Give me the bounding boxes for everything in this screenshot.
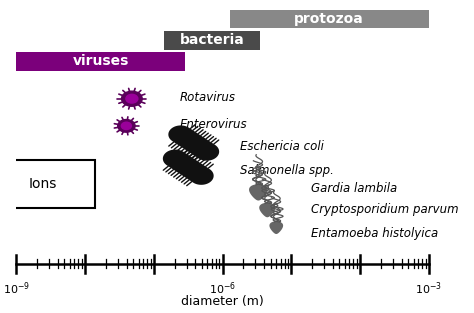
Circle shape	[126, 94, 138, 103]
Text: $10^{-6}$: $10^{-6}$	[209, 280, 236, 297]
Bar	[229, 10, 429, 28]
Text: Entamoeba histolyica: Entamoeba histolyica	[310, 227, 438, 240]
Text: $10^{-9}$: $10^{-9}$	[3, 280, 30, 297]
Circle shape	[118, 120, 135, 132]
Polygon shape	[259, 203, 275, 217]
Text: Enterovirus: Enterovirus	[180, 118, 247, 131]
Text: Eschericia coli: Eschericia coli	[240, 140, 324, 152]
Bar	[164, 31, 260, 49]
Bar	[13, 160, 95, 208]
Text: viruses: viruses	[73, 54, 129, 68]
Polygon shape	[168, 126, 219, 161]
Text: Cryptosporidium parvum: Cryptosporidium parvum	[310, 203, 458, 216]
Polygon shape	[249, 184, 268, 201]
Text: diameter (m): diameter (m)	[181, 295, 264, 308]
Text: bacteria: bacteria	[180, 33, 245, 47]
Text: $10^{-3}$: $10^{-3}$	[415, 280, 442, 297]
Circle shape	[121, 122, 131, 130]
Text: Salmonella spp.: Salmonella spp.	[240, 164, 334, 177]
Bar	[17, 52, 185, 71]
Circle shape	[121, 91, 142, 106]
Text: Gardia lambila: Gardia lambila	[310, 182, 397, 195]
Text: Rotavirus: Rotavirus	[180, 91, 236, 104]
Text: Ions: Ions	[29, 177, 57, 191]
Polygon shape	[163, 150, 214, 185]
Polygon shape	[269, 221, 283, 234]
Text: protozoa: protozoa	[294, 12, 364, 26]
